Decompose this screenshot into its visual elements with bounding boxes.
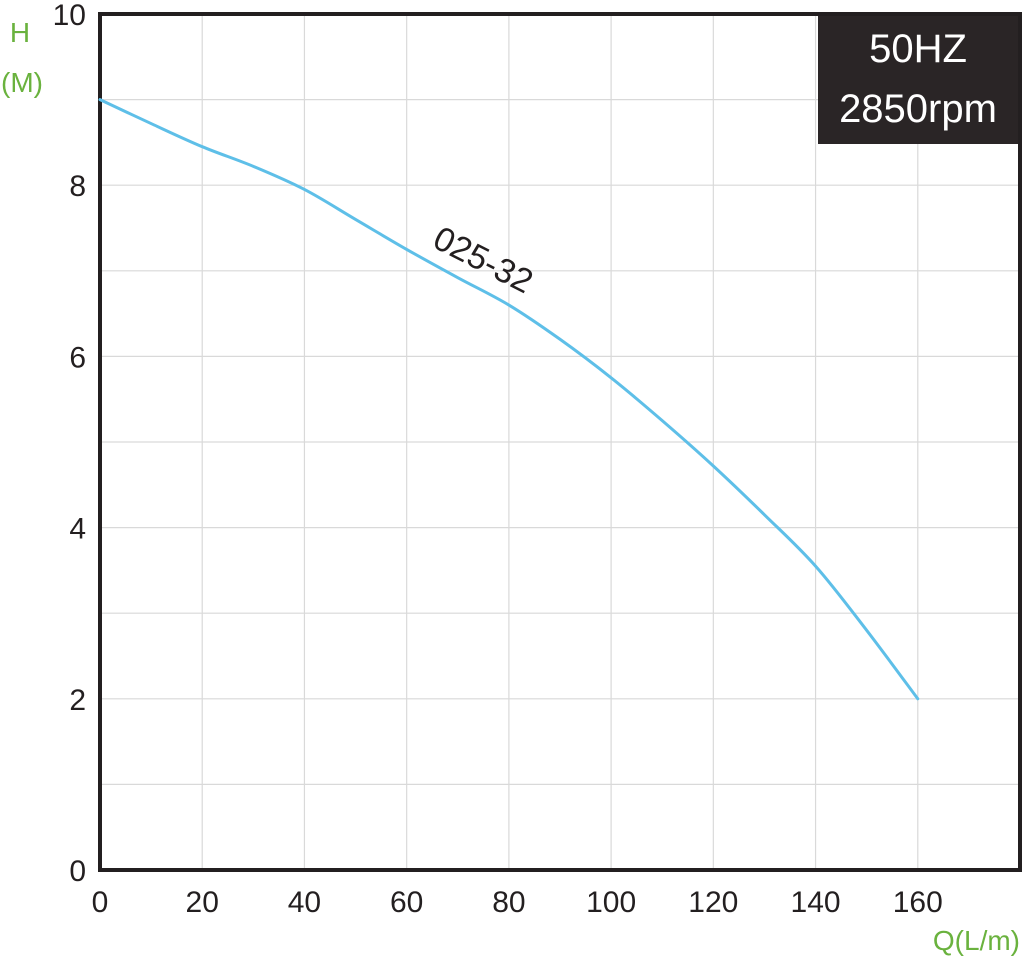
y-tick-label: 4 [69,513,86,546]
x-tick-label: 100 [586,886,636,919]
badge-speed: 2850rpm [839,87,997,131]
x-tick-label: 20 [186,886,219,919]
series-label: 025-32 [427,219,539,301]
y-axis-unit-label: (M) [1,67,43,98]
x-tick-label: 140 [791,886,841,919]
x-axis-label: Q(L/m) [933,925,1020,956]
frequency-badge: 50HZ 2850rpm [818,16,1018,144]
x-tick-label: 160 [893,886,943,919]
y-tick-labels: 0 2 4 6 8 10 [53,0,86,888]
badge-frequency: 50HZ [869,27,967,71]
y-tick-label: 6 [69,341,86,374]
series-line-025-32 [98,98,920,701]
y-tick-label: 10 [53,0,86,32]
x-tick-labels: 0 20 40 60 80 100 120 140 160 [92,886,943,919]
x-tick-label: 80 [492,886,525,919]
x-tick-label: 0 [92,886,109,919]
y-axis-label: H [10,17,30,48]
y-tick-label: 8 [69,170,86,203]
y-tick-label: 2 [69,684,86,717]
y-tick-label: 0 [69,855,86,888]
x-tick-label: 60 [390,886,423,919]
grid-lines [100,14,1020,870]
badge-background [818,16,1018,144]
x-tick-label: 40 [288,886,321,919]
plot-frame [98,12,1022,872]
x-tick-label: 120 [688,886,738,919]
